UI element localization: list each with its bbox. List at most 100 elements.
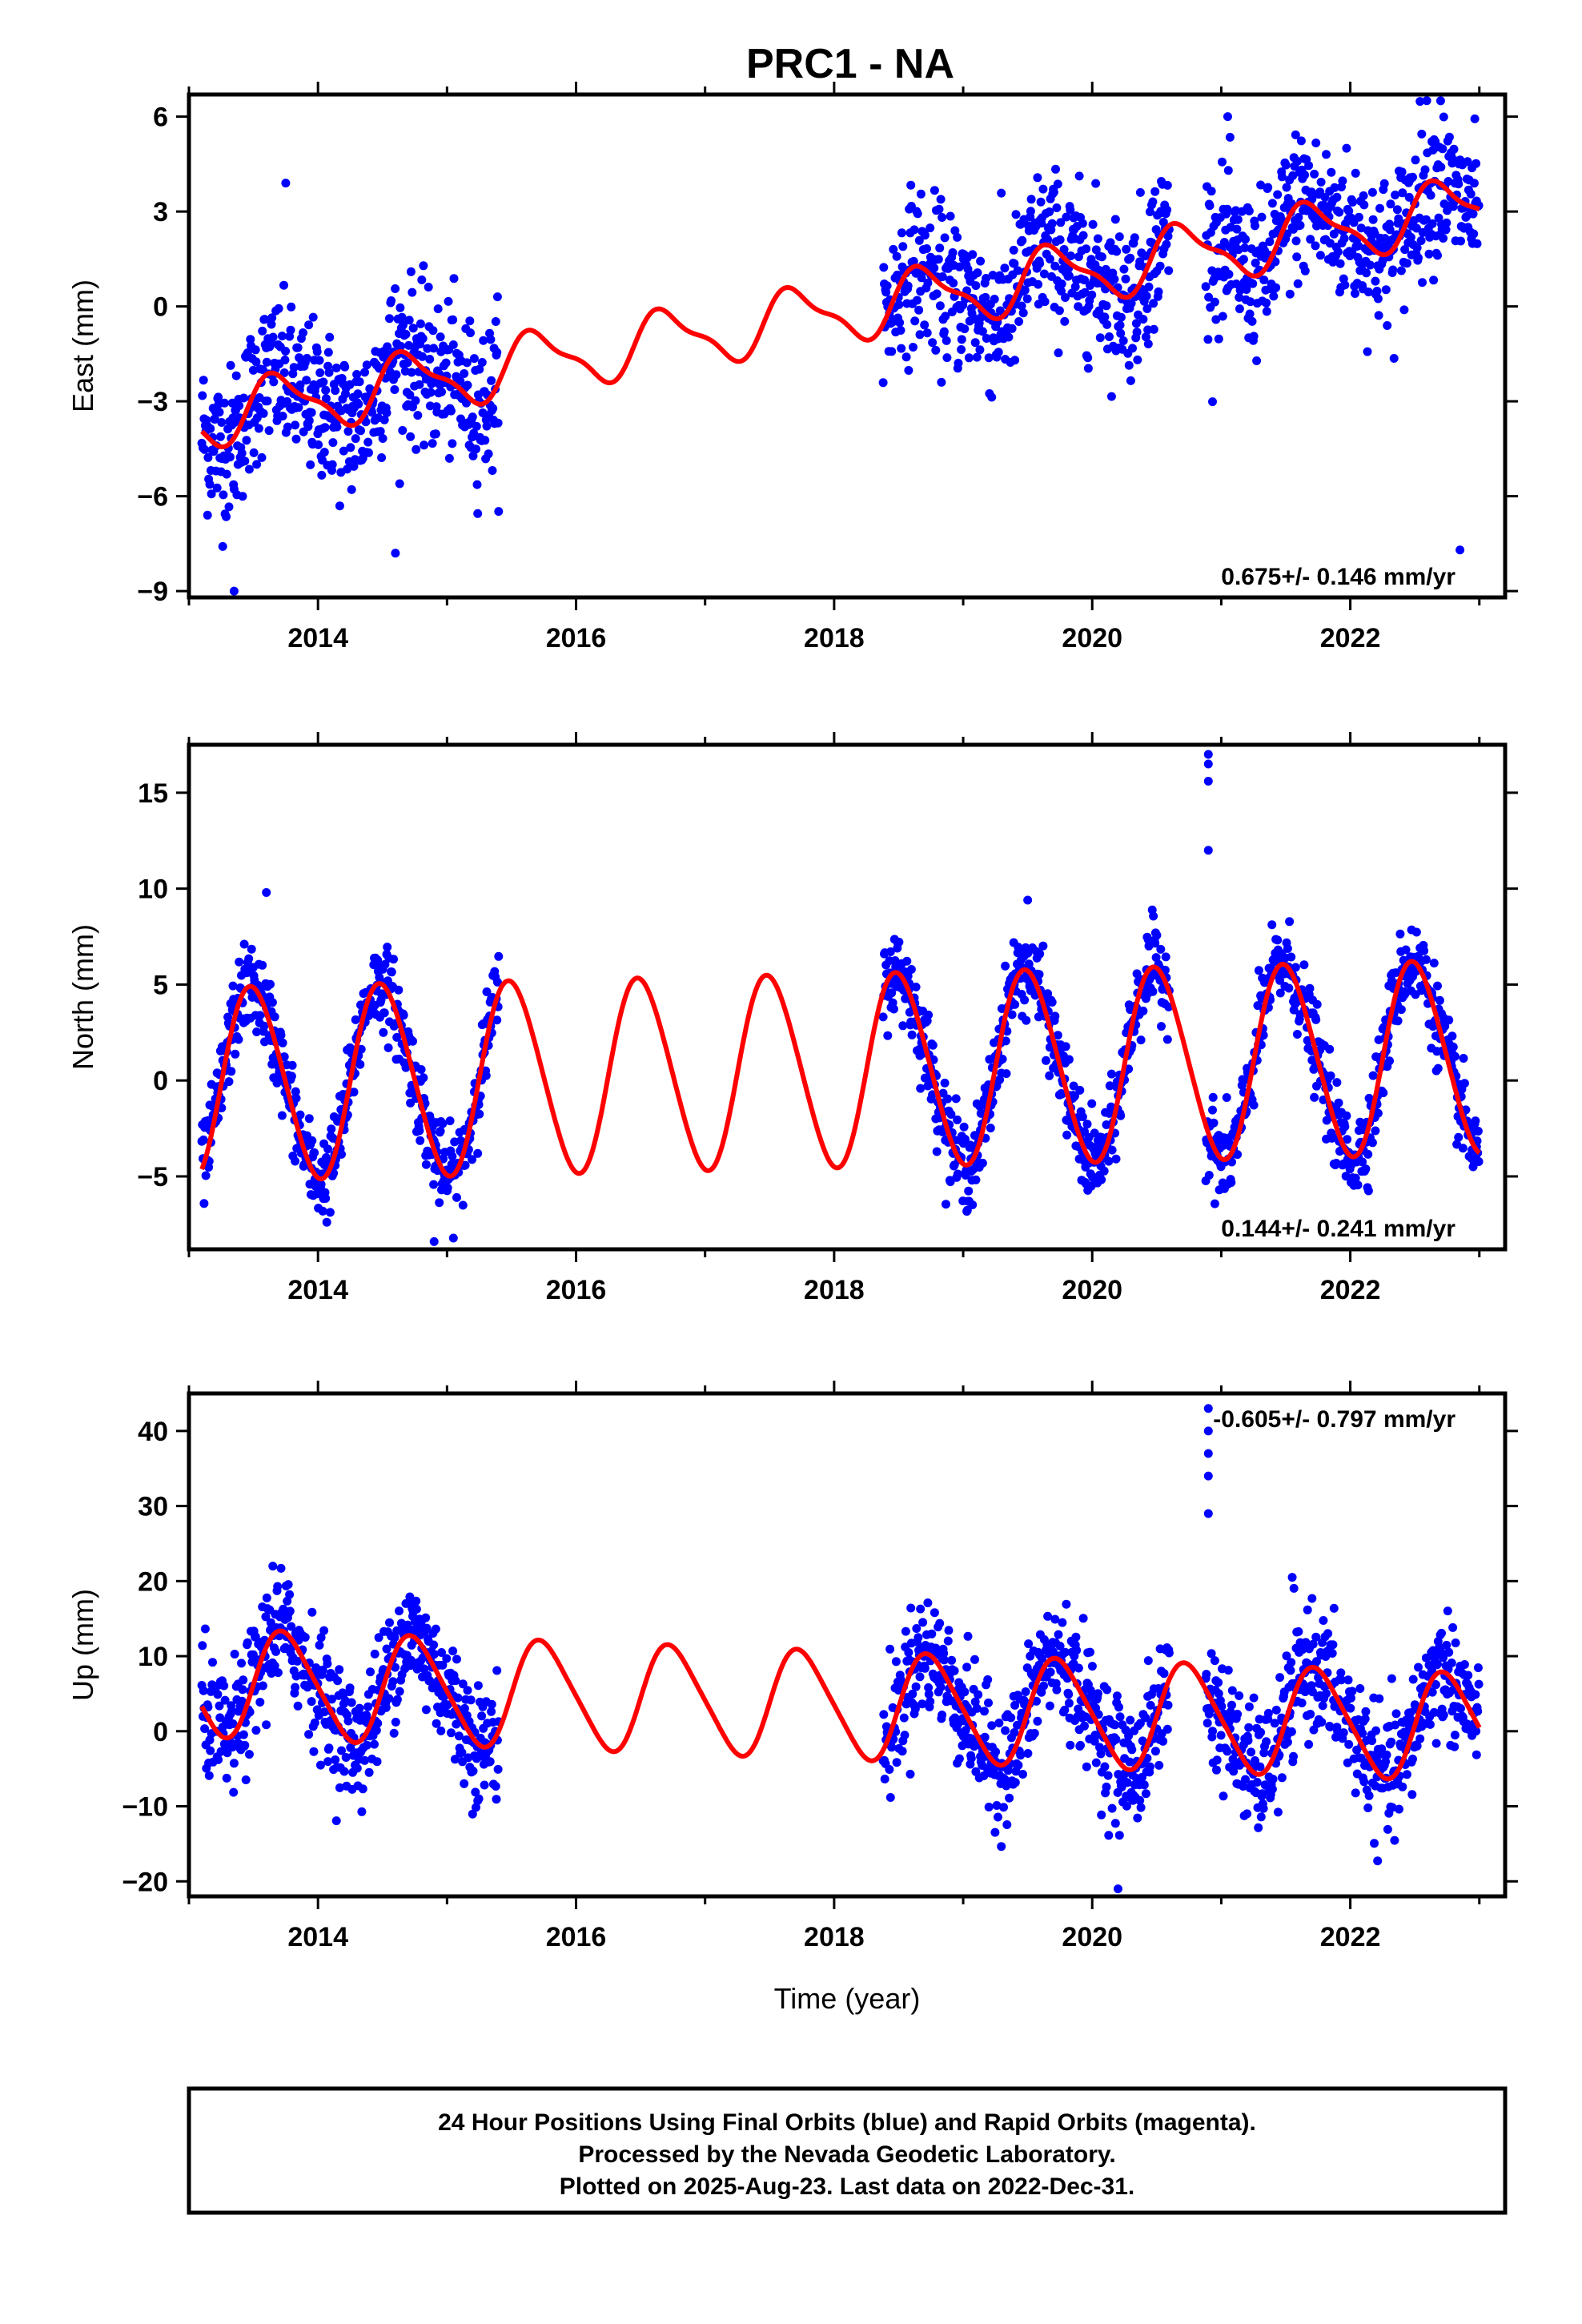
east-data-point xyxy=(934,204,944,214)
up-data-point xyxy=(1082,1762,1091,1771)
up-data-point xyxy=(1387,1737,1396,1747)
east-data-point xyxy=(449,274,459,283)
east-data-point xyxy=(286,325,295,335)
east-data-point xyxy=(972,352,982,362)
north-data-point xyxy=(255,1011,265,1020)
up-data-point xyxy=(238,1685,247,1695)
east-data-point xyxy=(879,263,889,272)
east-data-point xyxy=(1124,360,1134,370)
up-data-point xyxy=(239,1675,248,1685)
north-data-point xyxy=(295,1110,305,1120)
up-data-point xyxy=(930,1608,939,1618)
north-data-point xyxy=(1227,1178,1236,1188)
up-data-point xyxy=(1472,1727,1481,1736)
up-data-point xyxy=(970,1655,979,1664)
up-outlier-point xyxy=(268,1562,278,1571)
up-data-point xyxy=(1018,1770,1027,1779)
east-data-point xyxy=(894,300,904,309)
east-data-point xyxy=(246,335,255,344)
up-data-point xyxy=(429,1640,439,1650)
east-data-point xyxy=(225,452,235,462)
north-data-point xyxy=(1419,946,1429,955)
east-data-point xyxy=(935,301,945,311)
east-data-point xyxy=(363,437,373,447)
east-data-point xyxy=(469,354,479,364)
east-data-point xyxy=(257,452,267,462)
north-data-point xyxy=(1332,1078,1342,1088)
north-data-point xyxy=(259,1021,269,1031)
up-data-point xyxy=(1343,1758,1352,1767)
up-data-point xyxy=(1407,1790,1417,1799)
north-data-point xyxy=(951,1094,961,1104)
east-data-point xyxy=(343,464,352,474)
east-data-point xyxy=(948,248,958,257)
north-data-point xyxy=(473,1148,483,1158)
east-data-point xyxy=(1020,285,1030,295)
up-data-point xyxy=(485,1757,495,1767)
up-data-point xyxy=(879,1710,889,1719)
east-frame xyxy=(187,92,1508,600)
up-data-point xyxy=(1055,1642,1065,1651)
north-data-point xyxy=(1411,927,1421,937)
north-data-point xyxy=(252,1027,262,1036)
north-data-point xyxy=(199,1135,208,1144)
north-data-point xyxy=(1045,1071,1054,1080)
east-data-point xyxy=(1047,219,1057,228)
up-data-point xyxy=(222,1773,231,1783)
up-data-point xyxy=(1023,1749,1033,1758)
north-data-point xyxy=(1253,1001,1263,1011)
east-data-point xyxy=(477,358,487,367)
east-data-point xyxy=(324,368,334,377)
east-data-point xyxy=(1218,312,1227,321)
east-data-point xyxy=(302,376,311,385)
north-data-point xyxy=(1136,1035,1146,1045)
up-data-point xyxy=(1383,1824,1392,1834)
up-data-point xyxy=(468,1809,477,1819)
north-data-point xyxy=(1249,1100,1259,1110)
up-data-point xyxy=(1052,1685,1062,1695)
east-data-point xyxy=(367,408,377,417)
north-data-point xyxy=(907,1030,917,1039)
east-data-point xyxy=(447,406,456,416)
east-data-point xyxy=(254,424,263,433)
north-data-point xyxy=(978,1158,987,1168)
east-data-point xyxy=(982,334,991,343)
north-data-point xyxy=(924,1010,934,1019)
up-data-point xyxy=(1427,1687,1437,1697)
east-data-point xyxy=(1330,183,1339,192)
up-data-point xyxy=(389,1728,399,1738)
north-data-point xyxy=(923,1081,933,1091)
up-data-point xyxy=(1343,1675,1353,1685)
north-data-point xyxy=(940,1078,950,1088)
east-data-point xyxy=(436,332,445,342)
up-data-point xyxy=(1395,1804,1403,1814)
east-data-point xyxy=(235,401,244,411)
east-data-point xyxy=(493,418,503,428)
east-data-point xyxy=(938,272,947,281)
up-data-point xyxy=(395,1606,404,1616)
east-data-point xyxy=(387,296,396,305)
north-data-point xyxy=(1325,1044,1335,1054)
up-data-point xyxy=(1091,1758,1101,1767)
up-data-point xyxy=(1319,1616,1328,1625)
north-data-point xyxy=(1371,1126,1380,1136)
east-data-point xyxy=(914,305,924,315)
east-data-point xyxy=(1116,312,1126,322)
north-data-point xyxy=(1373,1108,1383,1118)
up-data-point xyxy=(927,1629,937,1638)
up-data-point xyxy=(1110,1819,1120,1828)
up-data-point xyxy=(450,1755,460,1764)
up-data-point xyxy=(994,1812,1002,1822)
up-data-point xyxy=(1337,1675,1346,1685)
up-data-point xyxy=(243,1638,252,1647)
up-fit-line xyxy=(199,1628,1482,1782)
east-data-point xyxy=(1311,241,1320,251)
east-data-point xyxy=(916,189,926,199)
east-data-point xyxy=(1118,336,1128,345)
north-data-point xyxy=(421,1160,431,1169)
north-data-point xyxy=(492,977,502,987)
up-data-point xyxy=(1104,1831,1114,1840)
north-data-point xyxy=(911,983,921,991)
north-data-point xyxy=(239,939,249,949)
north-outlier-point xyxy=(1203,777,1213,786)
